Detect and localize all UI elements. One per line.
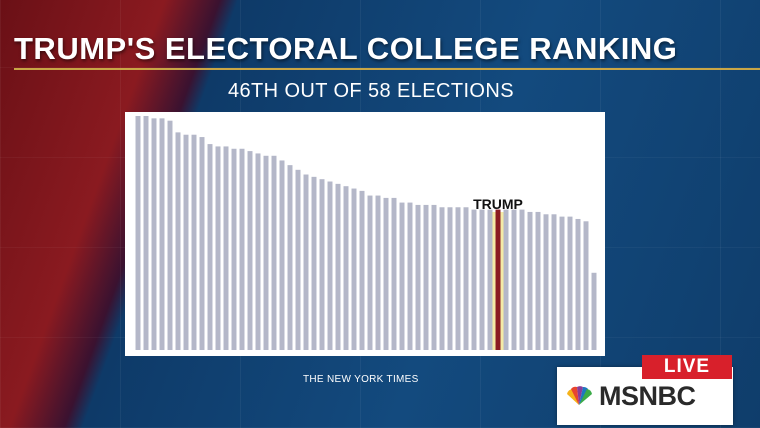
- bar: [575, 218, 581, 350]
- bar: [271, 155, 277, 350]
- bar: [183, 134, 189, 350]
- bar: [207, 144, 213, 350]
- bar: [335, 183, 341, 350]
- highlight-label: TRUMP: [473, 196, 523, 212]
- bar: [159, 118, 165, 350]
- bar: [327, 181, 333, 350]
- bar: [415, 204, 421, 350]
- bar: [519, 209, 525, 350]
- bar: [351, 188, 357, 350]
- bar: [279, 160, 285, 350]
- bar: [471, 209, 477, 350]
- page-title: TRUMP'S ELECTORAL COLLEGE RANKING: [14, 31, 678, 66]
- bar: [399, 202, 405, 350]
- bar: [175, 132, 181, 350]
- bar: [407, 202, 413, 350]
- bar: [375, 195, 381, 350]
- bar: [191, 134, 197, 350]
- bar: [511, 209, 517, 350]
- live-badge: LIVE: [642, 355, 732, 379]
- bar: [167, 120, 173, 351]
- bar: [431, 204, 437, 350]
- bar: [567, 216, 573, 350]
- bar: [255, 153, 261, 350]
- bar: [583, 221, 589, 350]
- bar: [343, 186, 349, 350]
- bar: [223, 146, 229, 350]
- bar: [263, 155, 269, 350]
- bar: [591, 272, 597, 350]
- bar: [215, 146, 221, 350]
- bar: [391, 197, 397, 350]
- bar: [535, 211, 541, 350]
- bar: [135, 116, 141, 350]
- bar: [143, 116, 149, 350]
- bar: [319, 179, 325, 350]
- bar: [199, 137, 205, 350]
- bar: [383, 197, 389, 350]
- bar: [479, 209, 485, 350]
- bar: [463, 207, 469, 350]
- chart-panel: TRUMP: [125, 112, 605, 356]
- bar: [543, 214, 549, 350]
- bar: [239, 148, 245, 350]
- bar: [231, 148, 237, 350]
- bar: [551, 214, 557, 350]
- bar: [359, 190, 365, 350]
- bar: [311, 176, 317, 350]
- bar-trump: [495, 209, 501, 350]
- bar-chart: TRUMP: [135, 116, 597, 351]
- bar: [447, 207, 453, 350]
- bar: [287, 165, 293, 350]
- bar: [423, 204, 429, 350]
- bar: [487, 209, 493, 350]
- network-name: MSNBC: [599, 380, 696, 411]
- bar: [559, 216, 565, 350]
- bar: [503, 209, 509, 350]
- source-credit: THE NEW YORK TIMES: [303, 374, 419, 385]
- bar: [439, 207, 445, 350]
- bar: [247, 151, 253, 350]
- bar: [455, 207, 461, 350]
- bar: [527, 211, 533, 350]
- bar: [151, 118, 157, 350]
- title-divider: [14, 68, 760, 70]
- peacock-icon: [567, 386, 592, 405]
- bar: [367, 195, 373, 350]
- bar: [303, 174, 309, 350]
- chart-subtitle: 46TH OUT OF 58 ELECTIONS: [228, 80, 514, 102]
- bar: [295, 169, 301, 350]
